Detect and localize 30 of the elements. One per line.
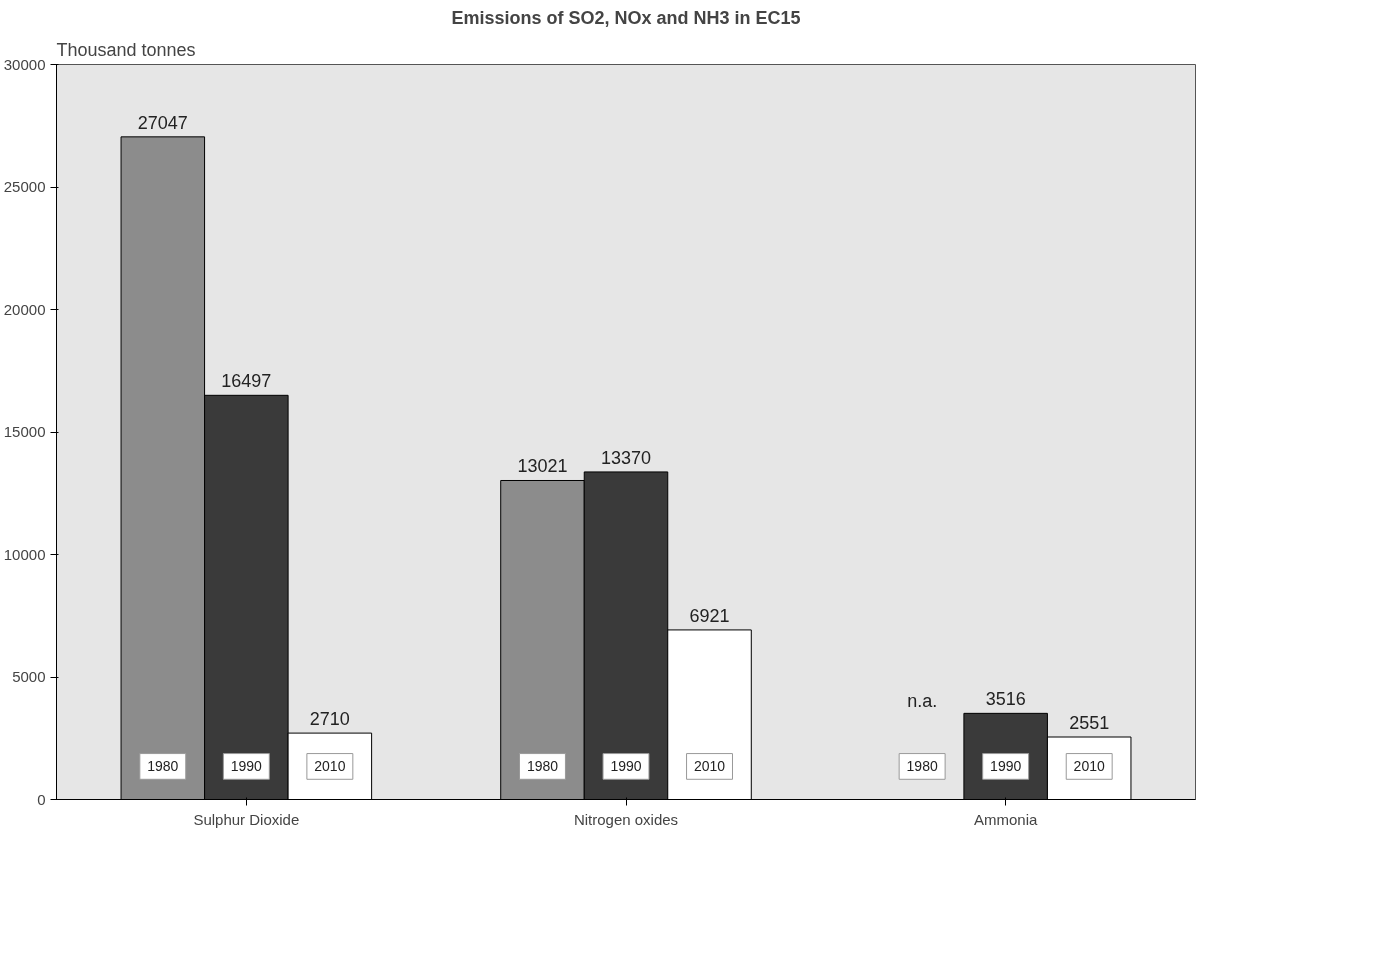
text: 2010 — [314, 758, 346, 775]
data-label: 2551 — [1069, 713, 1110, 733]
x-tick-label: Nitrogen oxides — [573, 810, 679, 828]
text: 2010 — [693, 758, 726, 775]
data-label: 27047 — [137, 112, 188, 133]
data-label: 13021 — [517, 456, 568, 477]
text: 1980 — [526, 758, 559, 775]
data-label: 13370 — [600, 447, 652, 468]
y-tick-label: 30000 — [3, 55, 46, 73]
text: 1990 — [990, 758, 1022, 775]
chart-title: Emissions of SO2, NOx and NH3 in EC15 — [451, 7, 801, 28]
data-label: 2710 — [309, 709, 350, 730]
text: 1990 — [610, 758, 642, 775]
data-label: 16497 — [221, 371, 272, 392]
y-tick-label: 15000 — [3, 423, 46, 440]
y-tick-label: 5000 — [12, 668, 46, 685]
y-tick-label: 0 — [37, 790, 46, 808]
text: 1980 — [906, 758, 938, 775]
data-label: 6921 — [689, 605, 730, 626]
data-label: 3516 — [985, 689, 1026, 710]
series-label: 2010 — [1073, 758, 1105, 775]
x-tick-label: Sulphur Dioxide — [193, 810, 300, 828]
y-axis-title: Thousand tonnes — [56, 39, 196, 60]
y-tick-label: 20000 — [3, 300, 46, 318]
annotation: n.a. — [907, 691, 938, 712]
y-tick-label: 10000 — [3, 545, 46, 563]
x-tick-label: Ammonia — [973, 810, 1038, 828]
y-tick-label: 25000 — [3, 178, 46, 195]
series-label: 1990 — [230, 758, 263, 775]
series-label: 1980 — [147, 758, 179, 775]
